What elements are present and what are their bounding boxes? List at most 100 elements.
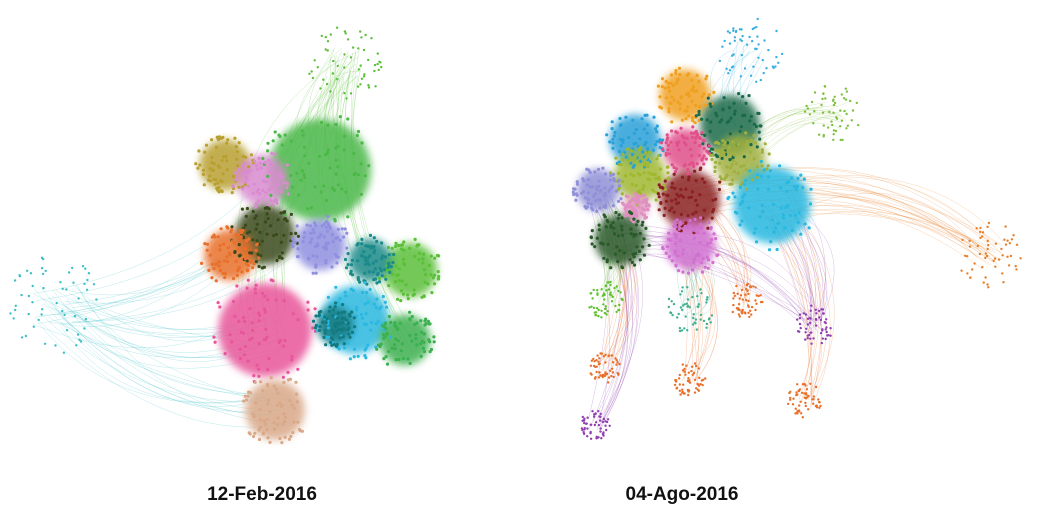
node (290, 403, 294, 407)
node (352, 355, 356, 359)
node (242, 353, 247, 357)
node (832, 111, 835, 115)
node (84, 267, 87, 270)
node (586, 191, 591, 195)
node (272, 427, 277, 431)
node (338, 238, 342, 242)
node (55, 301, 58, 305)
node (384, 305, 389, 309)
node (674, 71, 678, 76)
node (333, 305, 337, 309)
node (595, 209, 599, 213)
node (63, 313, 66, 317)
node (732, 153, 736, 157)
node (609, 173, 613, 178)
node (386, 265, 390, 269)
node (766, 164, 770, 168)
node (619, 144, 623, 148)
node (65, 288, 68, 291)
edge (693, 190, 992, 253)
node (281, 344, 285, 348)
node (814, 385, 818, 389)
node (402, 248, 406, 252)
node (605, 133, 609, 137)
node (690, 78, 694, 82)
node (737, 92, 741, 96)
node (622, 251, 627, 255)
node (749, 285, 752, 288)
node (208, 253, 212, 257)
node (587, 168, 591, 172)
node (667, 85, 671, 89)
node (242, 399, 246, 403)
node (841, 138, 844, 142)
node (426, 282, 430, 286)
node (586, 201, 590, 205)
node (669, 81, 673, 85)
node (242, 171, 246, 175)
node (387, 284, 391, 288)
node (691, 125, 695, 129)
node (219, 227, 223, 231)
node (13, 279, 17, 282)
node (744, 312, 747, 315)
node (263, 338, 267, 342)
node (596, 198, 601, 202)
node (250, 321, 254, 325)
node (283, 217, 288, 221)
node (379, 342, 383, 346)
node (692, 257, 697, 261)
node (586, 178, 590, 182)
node (845, 112, 848, 116)
node (720, 118, 724, 122)
node (315, 255, 319, 259)
edge (751, 118, 839, 163)
node (698, 376, 701, 380)
node (749, 114, 753, 119)
node (705, 322, 709, 326)
node (589, 372, 592, 375)
node (672, 165, 676, 170)
node (611, 204, 615, 208)
node (399, 299, 403, 303)
node (644, 201, 648, 205)
edges (32, 35, 1006, 432)
node (234, 233, 238, 237)
node (245, 231, 250, 235)
node (818, 316, 821, 319)
node (835, 116, 838, 119)
node (600, 316, 603, 319)
node (812, 337, 815, 340)
node (961, 238, 964, 241)
node (208, 174, 212, 178)
node (210, 138, 214, 142)
node (262, 419, 266, 423)
node (226, 226, 230, 230)
node (311, 228, 315, 232)
node (345, 246, 349, 250)
node (594, 412, 597, 415)
node (726, 30, 730, 33)
node (243, 247, 247, 251)
node (678, 373, 681, 377)
node (244, 155, 248, 159)
node (963, 254, 967, 257)
node (626, 195, 630, 199)
node (774, 65, 777, 68)
node (383, 321, 388, 326)
node (640, 117, 644, 121)
node (721, 139, 725, 143)
node (673, 170, 678, 174)
node (805, 104, 808, 108)
node (692, 316, 695, 320)
node (782, 216, 786, 220)
node (333, 323, 337, 327)
node (295, 400, 299, 404)
node (215, 135, 219, 139)
node (62, 351, 66, 354)
node (699, 313, 703, 317)
edge (605, 252, 633, 374)
node (603, 203, 608, 207)
node (86, 278, 89, 282)
node (397, 278, 401, 283)
